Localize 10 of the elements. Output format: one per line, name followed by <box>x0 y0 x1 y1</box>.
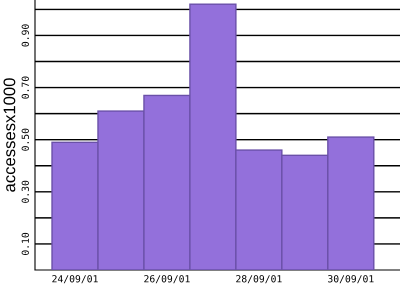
y-tick-label: 0.50 <box>22 128 29 151</box>
x-tick-label: 26/09/01 <box>144 275 190 284</box>
y-tick-label: 0.30 <box>22 180 29 203</box>
x-tick-label: 30/09/01 <box>328 275 374 284</box>
y-tick-label: 0.70 <box>22 76 29 99</box>
y-tick-label: 0.90 <box>22 24 29 47</box>
x-tick-label: 28/09/01 <box>236 275 282 284</box>
x-tick-label: 24/09/01 <box>52 275 98 284</box>
y-axis-title: accessesx1000 <box>4 78 16 192</box>
y-tick-label: 0.10 <box>22 232 29 256</box>
